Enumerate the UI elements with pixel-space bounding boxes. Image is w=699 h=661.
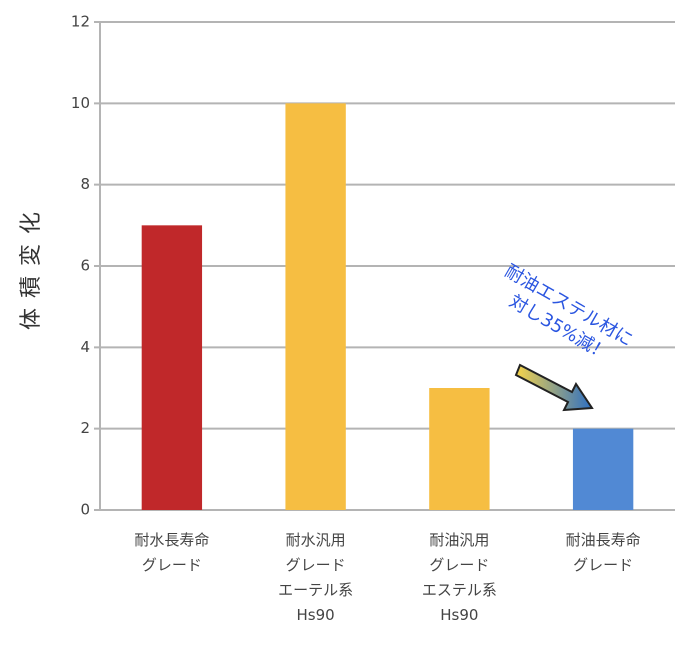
x-tick-label-line: グレード xyxy=(573,556,633,574)
y-tick-label: 8 xyxy=(80,175,90,193)
y-tick-label: 6 xyxy=(80,257,90,275)
bar xyxy=(285,103,346,510)
x-tick-label-line: Hs90 xyxy=(297,606,335,624)
x-tick-label-line: グレード xyxy=(142,556,202,574)
x-tick-label-line: 耐水汎用 xyxy=(286,531,346,549)
y-tick-label: 12 xyxy=(71,13,90,31)
x-tick-label-line: Hs90 xyxy=(440,606,478,624)
x-tick-label-line: エステル系 xyxy=(422,581,497,599)
bar xyxy=(429,388,490,510)
x-tick-label: 耐水汎用グレードエーテル系 Hs90 xyxy=(278,531,353,624)
x-tick-label-line: グレード xyxy=(286,556,346,574)
x-tick-label-line: 耐油長寿命 xyxy=(566,531,641,549)
y-tick-label: 10 xyxy=(71,94,90,112)
x-tick-label-line: エーテル系 xyxy=(278,581,353,599)
x-tick-label-line: 耐油汎用 xyxy=(429,531,489,549)
x-tick-label: 耐油汎用グレードエステル系 Hs90 xyxy=(422,531,497,624)
bar xyxy=(141,225,203,511)
y-tick-label: 2 xyxy=(80,419,90,437)
y-tick-label: 0 xyxy=(80,501,90,519)
y-axis-label: 体積変化 xyxy=(19,202,44,330)
x-tick-label: 耐油長寿命グレード xyxy=(566,531,641,574)
annotation-arrow xyxy=(514,363,594,412)
bar xyxy=(572,428,634,510)
x-tick-label: 耐水長寿命グレード xyxy=(134,531,209,574)
annotation: 耐油エステル材に 対し35%減！ xyxy=(489,261,641,375)
x-tick-label-line: グレード xyxy=(429,556,489,574)
y-tick-label: 4 xyxy=(80,338,90,356)
x-tick-label-line: 耐水長寿命 xyxy=(134,531,209,549)
